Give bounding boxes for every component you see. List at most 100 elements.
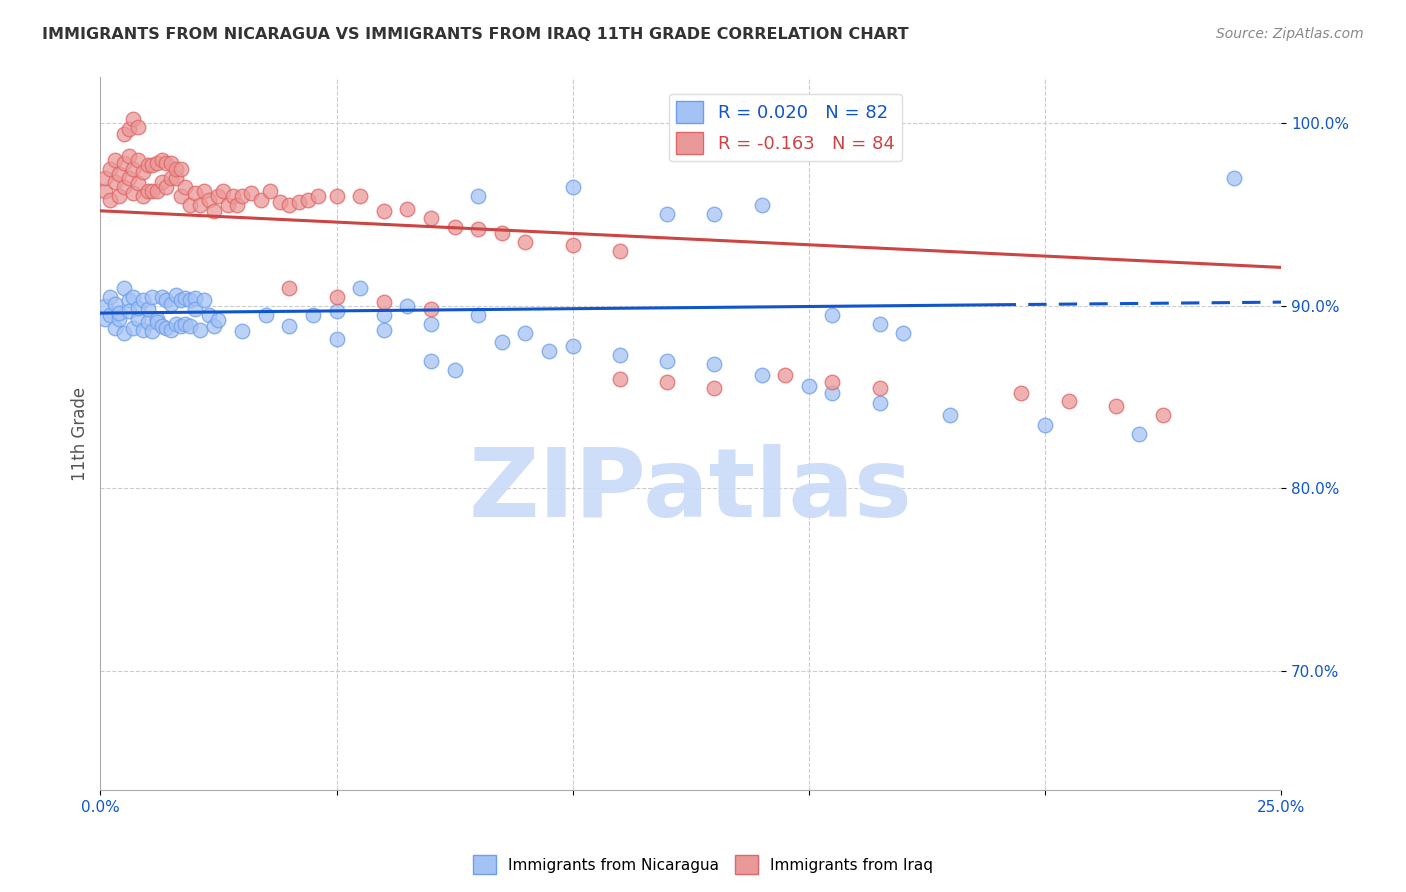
Point (325, 304, 347, 318)
Point (254, 308, 277, 322)
Point (609, 372, 631, 386)
Point (467, 308, 489, 322)
Point (443, 220, 465, 235)
Point (561, 339, 583, 353)
Point (127, 153, 149, 167)
Point (141, 184, 163, 198)
Point (491, 335, 513, 350)
Point (231, 189, 253, 203)
Point (287, 194, 309, 209)
Point (169, 293, 191, 308)
Point (1223, 170, 1246, 185)
Point (373, 295, 395, 310)
Point (869, 395, 891, 409)
Point (207, 189, 229, 203)
Point (122, 290, 145, 304)
Point (420, 302, 443, 317)
Point (703, 357, 725, 371)
Point (703, 207, 725, 221)
Point (118, 121, 141, 136)
Point (146, 184, 169, 198)
Point (155, 156, 177, 170)
Point (94, 299, 117, 313)
Point (141, 324, 163, 338)
Point (108, 189, 131, 203)
Point (561, 180, 583, 194)
Point (202, 203, 225, 218)
Point (226, 198, 249, 212)
Point (132, 189, 155, 203)
Point (122, 320, 145, 334)
Point (103, 153, 125, 167)
Point (155, 320, 177, 334)
Point (160, 322, 183, 336)
Text: IMMIGRANTS FROM NICARAGUA VS IMMIGRANTS FROM IRAQ 11TH GRADE CORRELATION CHART: IMMIGRANTS FROM NICARAGUA VS IMMIGRANTS … (42, 27, 908, 42)
Point (165, 170, 187, 185)
Point (278, 318, 301, 333)
Point (98, 193, 121, 207)
Point (169, 318, 191, 333)
Point (184, 302, 207, 317)
Point (118, 149, 141, 163)
Point (122, 112, 145, 127)
Point (467, 189, 489, 203)
Point (150, 318, 173, 333)
Point (127, 311, 149, 326)
Point (127, 301, 149, 315)
Point (609, 244, 631, 258)
Point (198, 193, 221, 207)
Point (94, 170, 117, 185)
Point (122, 161, 145, 176)
Point (217, 198, 239, 212)
Point (349, 280, 371, 294)
Point (165, 161, 187, 176)
Point (609, 348, 631, 362)
Point (169, 189, 191, 203)
Text: Source: ZipAtlas.com: Source: ZipAtlas.com (1216, 27, 1364, 41)
Point (103, 320, 125, 334)
Point (396, 202, 419, 216)
Point (212, 184, 235, 198)
Point (112, 280, 135, 294)
Point (491, 226, 513, 240)
Point (146, 311, 169, 326)
Point (127, 120, 149, 134)
Point (515, 326, 537, 341)
Point (207, 313, 229, 327)
Point (1105, 399, 1128, 413)
Point (325, 332, 347, 346)
Point (150, 175, 173, 189)
Point (136, 158, 159, 172)
Point (1033, 417, 1056, 432)
Point (198, 308, 221, 322)
Y-axis label: 11th Grade: 11th Grade (72, 386, 89, 481)
Point (250, 193, 273, 207)
Point (108, 311, 131, 326)
Point (515, 235, 537, 249)
Point (98, 308, 121, 322)
Point (174, 292, 197, 306)
Point (141, 158, 163, 172)
Point (141, 290, 163, 304)
Point (146, 315, 169, 329)
Point (184, 186, 207, 200)
Point (1010, 386, 1032, 401)
Point (136, 184, 159, 198)
Point (325, 290, 347, 304)
Point (160, 170, 183, 185)
Point (188, 198, 211, 212)
Point (155, 293, 177, 308)
Point (174, 180, 197, 194)
Point (939, 409, 962, 423)
Point (373, 203, 395, 218)
Point (231, 324, 253, 338)
Point (420, 317, 443, 331)
Point (821, 386, 844, 401)
Point (891, 326, 914, 341)
Point (751, 368, 773, 383)
Point (307, 189, 329, 203)
Point (373, 322, 395, 336)
Point (297, 193, 319, 207)
Point (655, 207, 678, 221)
Point (269, 194, 291, 209)
